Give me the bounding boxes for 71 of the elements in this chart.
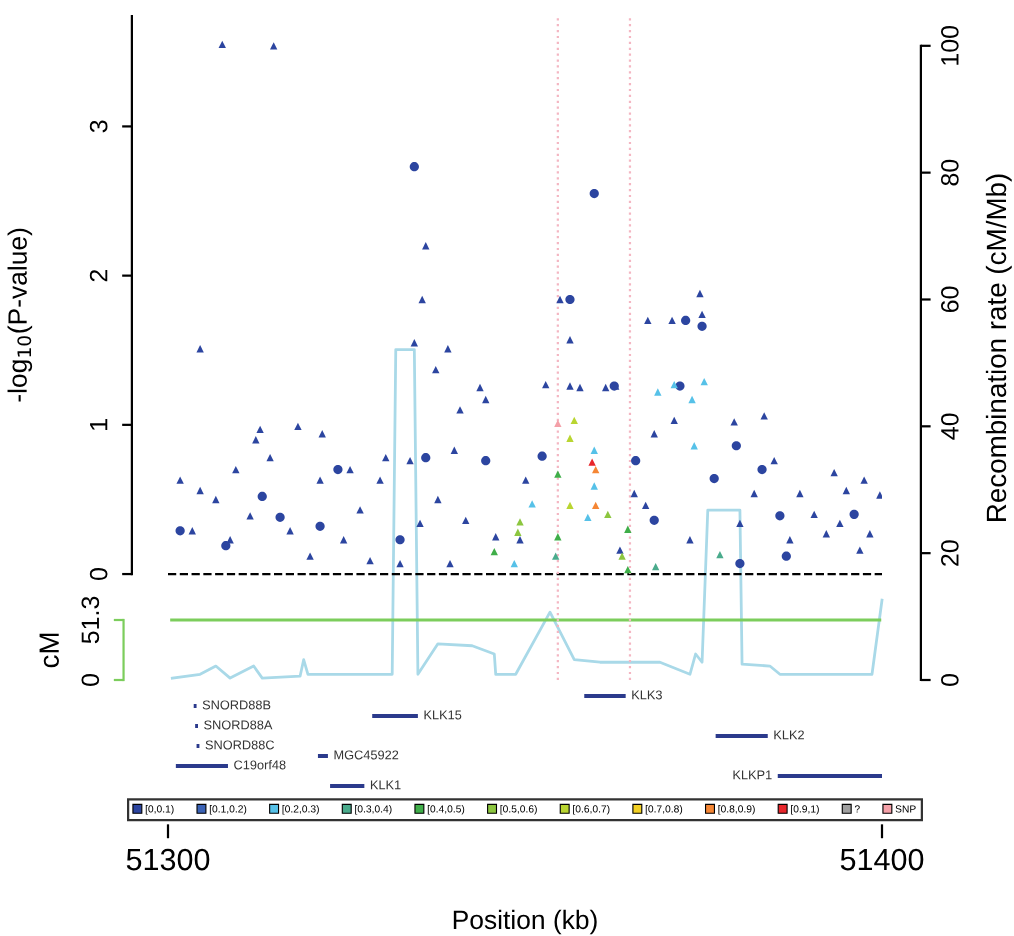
- point: [757, 465, 767, 475]
- point: [588, 458, 596, 466]
- point: [528, 500, 536, 508]
- line-series: [170, 348, 884, 680]
- bar: [175, 764, 228, 768]
- point: [537, 451, 547, 461]
- point: [700, 377, 708, 386]
- y2-tick-label: 0: [940, 674, 959, 686]
- point: [554, 419, 562, 428]
- point: [681, 315, 691, 325]
- y-axis-title: -log$_{10}$(P-value): [7, 228, 33, 402]
- point: [395, 535, 405, 545]
- point: [315, 521, 325, 531]
- bar: [317, 754, 328, 758]
- point: [409, 162, 419, 172]
- y-axis-title: cM: [39, 633, 59, 668]
- y-tick-label: 0: [89, 568, 108, 581]
- point: [175, 526, 185, 536]
- x-tick-label: 51300: [126, 848, 210, 871]
- point: [565, 294, 575, 305]
- point: [654, 388, 662, 396]
- point: [589, 188, 599, 199]
- point: [709, 473, 719, 484]
- point: [618, 552, 626, 560]
- point: [221, 541, 231, 551]
- bar: [372, 714, 418, 718]
- point: [735, 559, 745, 569]
- point: [697, 321, 707, 331]
- point: [554, 470, 562, 478]
- point: [590, 482, 598, 490]
- y-tick-label: 51.3: [81, 596, 100, 644]
- y2-tick-label: 40: [940, 413, 959, 440]
- y2-tick-label: 60: [940, 286, 959, 313]
- x-axis-title: Position (kb): [453, 909, 597, 935]
- point: [781, 551, 791, 561]
- y2-tick-label: 100: [940, 25, 959, 65]
- point: [604, 510, 612, 519]
- point: [649, 515, 659, 525]
- point: [490, 548, 498, 556]
- bar: [330, 784, 365, 788]
- y2-tick-label: 20: [940, 540, 959, 566]
- point: [516, 518, 524, 526]
- point: [257, 491, 267, 502]
- point: [849, 509, 859, 519]
- bar: [584, 694, 626, 698]
- y-tick-label: 3: [89, 120, 108, 133]
- point: [624, 525, 632, 533]
- point: [481, 456, 491, 466]
- point: [631, 456, 641, 466]
- point: [333, 465, 343, 475]
- point: [275, 512, 285, 522]
- point: [514, 528, 522, 536]
- point: [731, 441, 741, 451]
- point: [421, 453, 431, 463]
- x-tick-label: 51400: [840, 848, 924, 871]
- y-tick-label: 2: [89, 269, 108, 282]
- y-tick-label: 1: [90, 419, 108, 430]
- point: [775, 511, 785, 521]
- point: [570, 416, 578, 425]
- point: [552, 552, 560, 560]
- y2-tick-label: 80: [940, 159, 959, 186]
- bar: [715, 734, 768, 738]
- point: [510, 559, 518, 568]
- point: [590, 446, 598, 454]
- y2-axis-title: Recombination rate (cM/Mb): [985, 174, 1012, 521]
- point: [670, 380, 678, 389]
- point: [592, 465, 600, 474]
- point: [592, 501, 600, 510]
- bar: [777, 774, 882, 778]
- point: [651, 562, 660, 571]
- point: [584, 513, 592, 522]
